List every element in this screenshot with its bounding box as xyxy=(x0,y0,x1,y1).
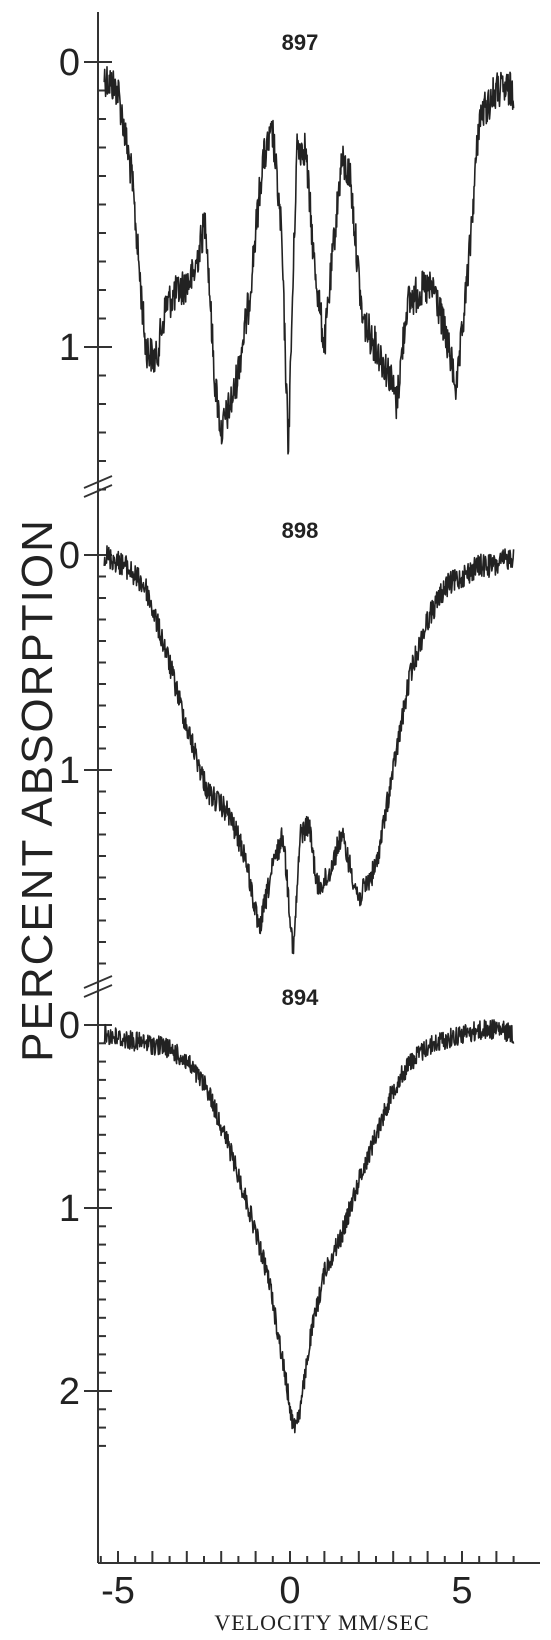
y-tick-label: 0 xyxy=(59,42,80,84)
x-tick-label: -5 xyxy=(101,1570,135,1612)
panel-label: 894 xyxy=(282,985,319,1010)
axis-break-upper xyxy=(83,475,113,498)
spectrum-trace-897 xyxy=(103,66,515,455)
spectra-panels: 897 0 1 898 0 1 894 0 1 2 xyxy=(59,30,515,1447)
y-tick-label: 1 xyxy=(59,327,80,369)
panel-label: 898 xyxy=(282,518,319,543)
y-tick-label: 2 xyxy=(59,1371,80,1413)
spectrum-trace-898 xyxy=(103,545,515,955)
y-tick-label: 0 xyxy=(59,535,80,577)
y-tick-label: 0 xyxy=(59,1005,80,1047)
panel-label: 897 xyxy=(282,30,319,55)
panel-897: 897 0 1 xyxy=(59,30,515,491)
x-axis: -5 0 5 xyxy=(99,1551,515,1612)
x-tick-label: 5 xyxy=(451,1570,472,1612)
panel-894: 894 0 1 2 xyxy=(59,985,515,1447)
y-tick-label: 1 xyxy=(59,1188,80,1230)
axis-break-lower xyxy=(83,975,113,998)
y-tick-label: 1 xyxy=(59,750,80,792)
x-axis-label: VELOCITY MM/SEC xyxy=(214,1610,429,1635)
panel-898: 898 0 1 xyxy=(59,518,515,965)
x-tick-label: 0 xyxy=(279,1570,300,1612)
y-axis-label: PERCENT ABSORPTION xyxy=(13,518,62,1062)
spectrum-trace-894 xyxy=(103,1019,515,1434)
